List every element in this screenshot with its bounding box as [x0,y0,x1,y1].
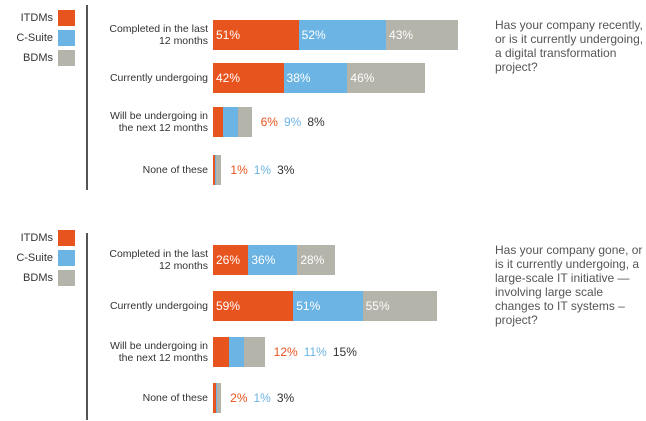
legend-label: C-Suite [16,32,53,44]
bar-segment [223,107,239,137]
value-label: 9% [283,115,302,129]
legend-swatch [58,250,75,266]
question: Has your company recently, or is it curr… [495,18,644,74]
bar-segment [293,291,363,321]
legend-label: C-Suite [16,252,53,264]
legend-label: ITDMs [20,232,53,244]
value-label: 42% [216,71,241,85]
value-label: 3% [277,163,295,177]
legend-label: ITDMs [20,12,53,24]
value-label: 26% [216,253,241,267]
value-label: 28% [300,253,325,267]
value-label: 51% [216,28,241,42]
category-label: Currently undergoing [109,72,208,84]
legend-swatch [58,230,75,246]
value-label: 43% [389,28,414,42]
category-label: Will be undergoing in the next 12 months [109,340,208,364]
value-label: 12% [273,345,298,359]
category-label: Completed in the last 12 months [109,23,208,47]
value-label: 36% [251,253,276,267]
bar-segment [216,155,222,185]
value-label: 46% [350,71,375,85]
bar-segment [213,245,249,275]
value-label: 59% [216,299,241,313]
value-label: 1% [253,163,272,177]
value-label: 38% [286,71,311,85]
value-label: 51% [296,299,321,313]
bar-segment [213,337,230,367]
bar-segment [297,245,336,275]
value-label: 8% [307,115,325,129]
bar-segment [213,63,284,93]
value-label: 55% [365,299,390,313]
legend-label: BDMs [23,52,53,64]
bar-segment [283,63,348,93]
legend-swatch [58,10,75,26]
bar-segment [213,383,216,413]
bar-segment [248,245,298,275]
bar-segment [214,155,217,185]
category-label: Currently undergoing [109,300,208,312]
legend-swatch [58,30,75,46]
bar-segment [347,63,425,93]
value-label: 15% [332,345,357,359]
bar-segment [213,291,294,321]
bar-segment [386,20,459,50]
bar-segment [213,20,299,50]
legend-swatch [58,50,75,66]
value-label: 1% [230,163,248,177]
bar-segment [362,291,438,321]
value-label: 3% [276,391,295,405]
axis-line [86,233,88,420]
bar-segment [217,383,222,413]
category-label: None of these [142,392,208,404]
value-label: 52% [301,28,326,42]
category-label: Will be undergoing in the next 12 months [109,110,208,134]
question: Has your company gone, or is it currentl… [495,243,643,327]
legend-swatch [58,270,75,286]
bar-segment [229,337,245,367]
bar-segment [213,107,224,137]
category-label: Completed in the last 12 months [109,248,208,272]
bar-segment [238,107,252,137]
axis-line [86,5,88,190]
bar-segment [215,383,218,413]
value-label: 6% [260,115,278,129]
value-label: 2% [230,391,248,405]
bar-segment [298,20,387,50]
bar-segment [213,155,215,185]
legend-label: BDMs [23,272,53,284]
bar-segment [244,337,265,367]
value-label: 1% [253,391,271,405]
value-label: 11% [303,345,327,359]
category-label: None of these [142,164,208,176]
